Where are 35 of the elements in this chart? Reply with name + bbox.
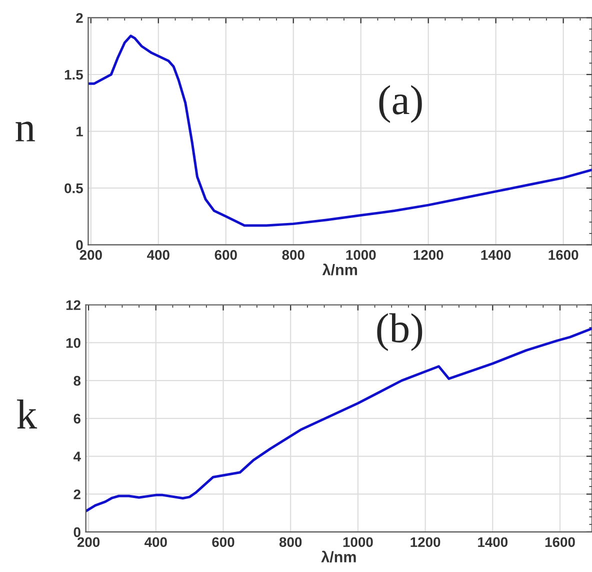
x-tick-label: 1000 — [346, 250, 376, 260]
y-tick-label: 2 — [76, 13, 83, 23]
x-tick-label: 400 — [144, 537, 167, 548]
y-axis-title: n — [16, 122, 35, 142]
annotation: (b) — [377, 313, 422, 352]
x-axis-title: λ/nm — [321, 550, 356, 563]
x-tick-label: 600 — [212, 537, 234, 548]
x-tick-label: 1600 — [545, 537, 575, 548]
x-tick-label: 400 — [147, 250, 170, 260]
line-series — [88, 34, 592, 227]
x-tick-label: 1400 — [478, 537, 508, 548]
y-tick-label: 4 — [73, 452, 81, 462]
x-tick-label: 1400 — [481, 250, 511, 260]
y-tick-label: 10 — [66, 338, 80, 348]
x-tick-label: 200 — [80, 250, 102, 260]
y-tick-label: 6 — [74, 414, 80, 424]
x-tick-label: 1200 — [414, 250, 444, 260]
y-tick-label: 8 — [74, 376, 81, 386]
y-tick-label: 1.5 — [64, 70, 83, 80]
y-tick-label: 0 — [76, 240, 83, 250]
x-tick-label: 1200 — [410, 537, 440, 548]
x-tick-label: 1000 — [343, 537, 373, 548]
y-tick-label: 1 — [76, 126, 83, 136]
x-tick-label: 200 — [77, 537, 100, 548]
y-tick-label: 0.5 — [64, 183, 83, 194]
y-axis-title: k — [17, 400, 38, 428]
x-tick-label: 1600 — [548, 250, 578, 260]
y-tick-label: 0 — [74, 527, 80, 538]
x-tick-label: 600 — [214, 250, 237, 260]
annotation: (a) — [379, 85, 422, 123]
x-axis-title: λ/nm — [322, 264, 357, 276]
x-tick-label: 800 — [279, 537, 302, 548]
y-tick-label: 2 — [74, 489, 80, 500]
x-tick-label: 800 — [282, 250, 304, 260]
y-tick-label: 12 — [66, 300, 80, 310]
